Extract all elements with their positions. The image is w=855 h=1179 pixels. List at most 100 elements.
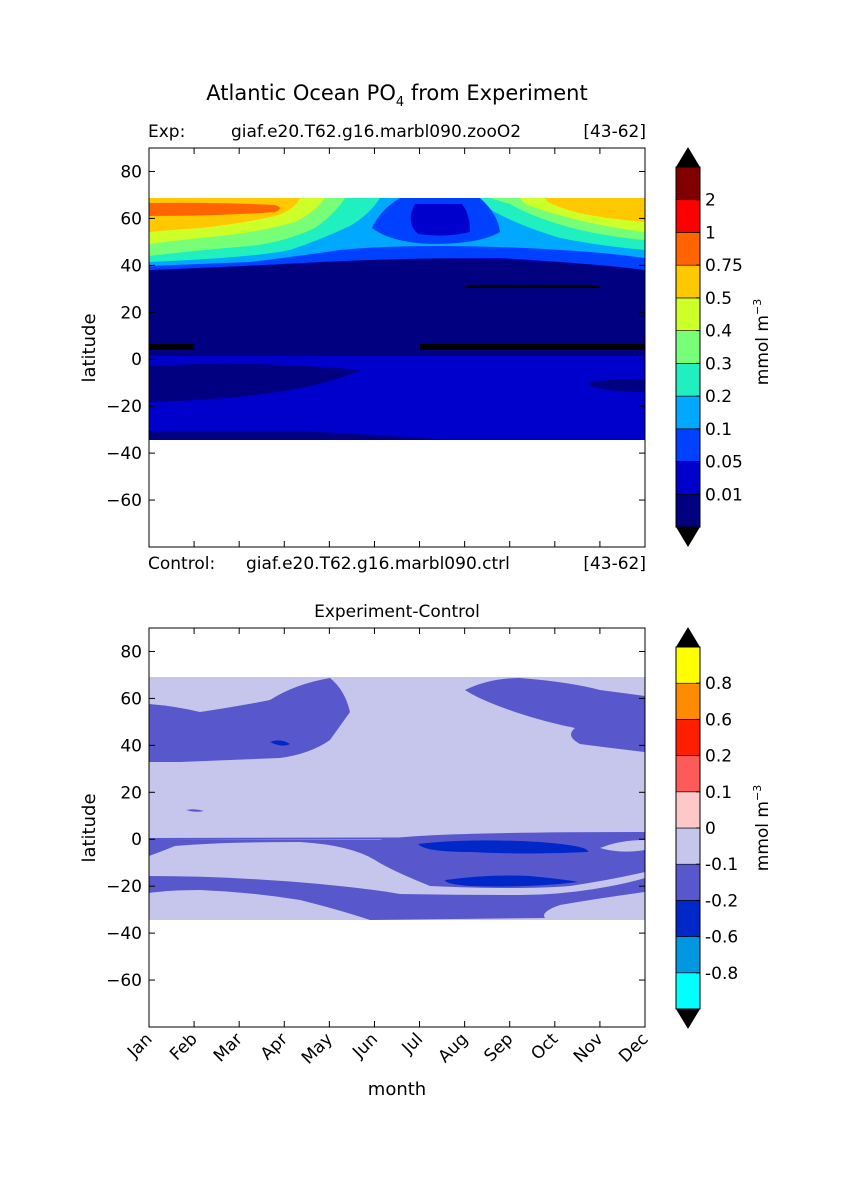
- bottom-region-south-low: [149, 876, 645, 920]
- bottom-region-north-east: [465, 678, 645, 752]
- colorbar-label: 0: [705, 819, 716, 839]
- colorbar-swatch: [675, 682, 701, 720]
- colorbar-label: 0.4: [705, 322, 732, 342]
- bottom-region-north-west: [149, 678, 350, 762]
- x-tick-label: May: [298, 1029, 337, 1068]
- colorbar-swatch: [675, 646, 701, 684]
- top-contour-field: [149, 198, 645, 440]
- top-colorbar-unit: mmol m−3: [751, 299, 773, 385]
- colorbar-frame: [675, 166, 701, 528]
- y-tick-label: −20: [106, 877, 142, 897]
- bottom-colorbar-unit: mmol m−3: [751, 785, 773, 871]
- x-tick-label: Sep: [480, 1029, 517, 1066]
- y-tick-label: 40: [120, 256, 142, 276]
- bottom-ylabel: latitude: [79, 793, 100, 862]
- colorbar-swatch: [675, 428, 701, 462]
- control-case-name: giaf.e20.T62.g16.marbl090.ctrl: [246, 554, 510, 574]
- colorbar-swatch: [675, 232, 701, 266]
- y-tick-label: 60: [120, 689, 142, 709]
- y-tick-label: 20: [120, 783, 142, 803]
- colorbar-label: -0.6: [705, 928, 738, 948]
- colorbar-label: -0.1: [705, 855, 738, 875]
- colorbar-swatch: [675, 755, 701, 793]
- colorbar-swatch: [675, 972, 701, 1010]
- colorbar-extend-max: [676, 147, 700, 167]
- x-tick-label: Jan: [123, 1029, 156, 1062]
- colorbar-extend-min: [676, 527, 700, 547]
- colorbar-swatch: [675, 719, 701, 756]
- colorbar-label: 1: [705, 223, 716, 243]
- colorbar-swatch: [675, 363, 701, 397]
- x-tick-label: Jun: [348, 1029, 382, 1063]
- top-region-south-navy: [149, 431, 450, 440]
- y-tick-label: −20: [106, 397, 142, 417]
- top-region-center-dark: [410, 204, 470, 236]
- colorbar-swatch: [675, 199, 701, 233]
- colorbar-swatch: [675, 461, 701, 495]
- colorbar-label: -0.8: [705, 964, 738, 984]
- colorbar-label: 0.6: [705, 710, 732, 730]
- y-tick-label: 80: [120, 162, 142, 182]
- colorbar-label: 0.2: [705, 387, 732, 407]
- control-year-range: [43-62]: [583, 554, 646, 574]
- colorbar-swatch: [675, 166, 701, 201]
- top-region-south-blob: [149, 363, 360, 402]
- x-tick-label: Aug: [435, 1029, 473, 1067]
- colorbar-label: -0.2: [705, 891, 738, 911]
- y-tick-label: −60: [106, 971, 142, 991]
- y-tick-label: 20: [120, 303, 142, 323]
- colorbar-extend-max: [676, 627, 700, 647]
- y-tick-label: 40: [120, 736, 142, 756]
- top-colorbar: 2 1 0.75 0.5 0.4 0.3 0.2 0.1 0.05 0.01: [675, 147, 743, 547]
- bottom-axes-frame: [148, 627, 646, 1028]
- bottom-y-axis: 80 60 40 20 0 −20 −40 −60: [106, 642, 645, 991]
- colorbar-label: 0.05: [705, 453, 743, 473]
- y-tick-label: 60: [120, 209, 142, 229]
- colorbar-label: 2: [705, 191, 716, 211]
- top-region-se-blob: [590, 379, 645, 392]
- top-ylabel: latitude: [79, 313, 100, 382]
- colorbar-swatch: [675, 791, 701, 829]
- y-tick-label: −40: [106, 444, 142, 464]
- top-y-axis: 80 60 40 20 0 −20 −40 −60: [106, 148, 646, 547]
- colorbar-label: 0.3: [705, 354, 732, 374]
- top-region-orange-e: [545, 198, 645, 222]
- colorbar-label: 0.5: [705, 289, 732, 309]
- bottom-xlabel: month: [368, 1079, 426, 1100]
- control-label: Control:: [148, 554, 215, 574]
- y-tick-label: 0: [131, 350, 142, 370]
- colorbar-label: 0.2: [705, 747, 732, 767]
- bottom-colorbar: 0.8 0.6 0.2 0.1 0 -0.1 -0.2 -0.6 -0.8: [675, 627, 738, 1029]
- colorbar-swatch: [675, 297, 701, 331]
- colorbar-swatch: [675, 900, 701, 937]
- x-tick-label: Oct: [527, 1029, 562, 1064]
- x-tick-label: Mar: [210, 1029, 247, 1066]
- top-axes-frame: [148, 147, 646, 548]
- bottom-region-north-dark: [270, 740, 290, 746]
- colorbar-label: 0.01: [705, 485, 743, 505]
- top-region-30-42-navy: [149, 258, 645, 285]
- bottom-region-south-dark-2: [445, 875, 578, 887]
- top-equator-line: [149, 356, 645, 358]
- x-tick-label: Dec: [615, 1029, 652, 1066]
- exp-year-range: [43-62]: [583, 122, 646, 142]
- bottom-region-south-dark-1: [418, 840, 589, 854]
- colorbar-swatch: [675, 827, 701, 865]
- bottom-panel-title: Experiment-Control: [314, 602, 480, 622]
- exp-case-name: giaf.e20.T62.g16.marbl090.zooO2: [231, 122, 521, 142]
- colorbar-swatch: [675, 936, 701, 974]
- colorbar-swatch: [675, 264, 701, 299]
- bottom-region-small-dot: [186, 809, 204, 812]
- colorbar-swatch: [675, 330, 701, 364]
- top-streak-2: [420, 344, 645, 350]
- figure-title: Atlantic Ocean PO4 from Experiment: [206, 81, 587, 110]
- colorbar-swatch: [675, 863, 701, 901]
- y-tick-label: −60: [106, 491, 142, 511]
- colorbar-swatch: [675, 395, 701, 430]
- x-tick-label: Feb: [166, 1029, 201, 1064]
- exp-label: Exp:: [148, 122, 185, 142]
- colorbar-label: 0.75: [705, 256, 743, 276]
- y-tick-label: −40: [106, 924, 142, 944]
- top-streak-1: [149, 344, 194, 350]
